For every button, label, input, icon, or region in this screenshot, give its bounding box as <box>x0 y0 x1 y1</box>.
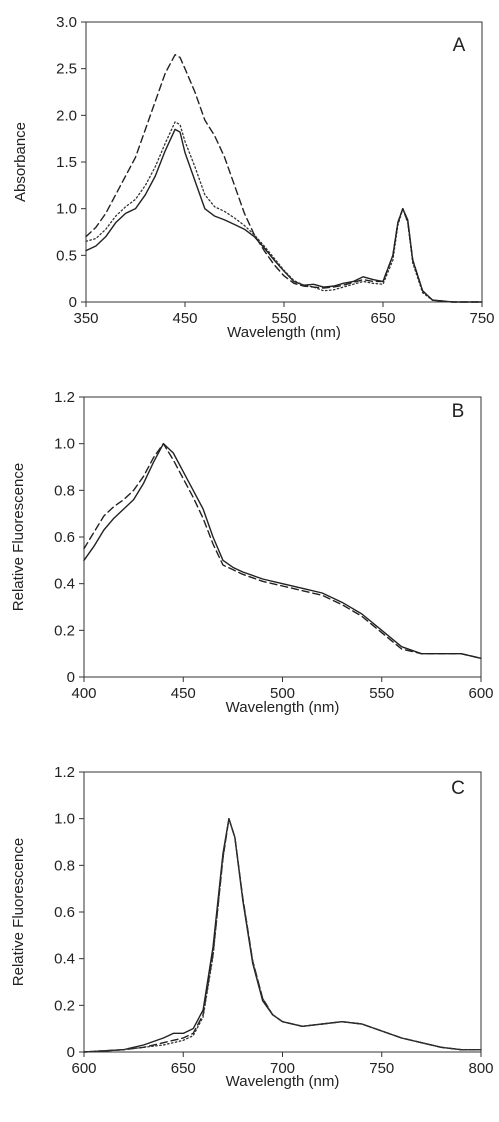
panel-letter: C <box>451 778 465 799</box>
x-tick-label: 600 <box>71 1060 96 1077</box>
x-tick-label: 400 <box>71 685 96 702</box>
x-tick-label: 450 <box>171 685 196 702</box>
panel-c: 600 650 700 750 800 0 0.2 0.4 0.6 0.8 1.0 1.2 Wavele… <box>10 764 494 1090</box>
y-tick-label: 2.0 <box>56 107 77 124</box>
y-tick-label: 0.8 <box>54 857 75 874</box>
x-axis-title: Wavelength (nm) <box>226 1073 340 1090</box>
y-tick-label: 0.2 <box>54 997 75 1014</box>
series-line-dotted <box>83 818 482 1053</box>
y-tick-label: 0.6 <box>54 904 75 921</box>
y-axis-title: Absorbance <box>12 122 29 202</box>
x-tick-label: 750 <box>369 1060 394 1077</box>
x-tick-label: 450 <box>172 310 197 327</box>
y-tick-label: 0.8 <box>54 482 75 499</box>
y-tick-label: 1.0 <box>54 811 75 828</box>
y-tick-label: 1.0 <box>54 436 75 453</box>
x-axis-title: Wavelength (nm) <box>226 699 340 716</box>
y-tick-label: 0 <box>69 294 77 311</box>
x-tick-label: 600 <box>468 685 493 702</box>
y-tick-label: 0 <box>67 669 75 686</box>
y-tick-label: 0 <box>67 1044 75 1061</box>
x-tick-label: 800 <box>468 1060 493 1077</box>
plot-frame <box>85 21 483 303</box>
series-line-dashed <box>83 817 482 1053</box>
y-tick-label: 1.2 <box>54 389 75 406</box>
x-tick-label: 350 <box>73 310 98 327</box>
panel-letter: A <box>453 35 466 56</box>
x-tick-label: 500 <box>270 685 295 702</box>
series-line-solid <box>83 817 482 1053</box>
x-tick-label: 550 <box>271 310 296 327</box>
x-axis-title: Wavelength (nm) <box>227 324 341 341</box>
x-tick-label: 750 <box>469 310 494 327</box>
series-line-dashed <box>85 53 483 303</box>
x-tick-label: 650 <box>171 1060 196 1077</box>
y-tick-label: 0.2 <box>54 622 75 639</box>
y-tick-label: 2.5 <box>56 61 77 78</box>
panel-a: 350 450 550 650 750 0 0.5 1.0 1.5 2.0 2.5 3.0 Wavele… <box>12 14 495 341</box>
y-axis-title: Relative Fluorescence <box>10 463 27 611</box>
y-tick-label: 1.0 <box>56 201 77 218</box>
x-tick-label: 650 <box>370 310 395 327</box>
y-tick-label: 0.4 <box>54 951 75 968</box>
panel-b: 400 450 500 550 600 0 0.2 0.4 0.6 0.8 1.0 1.2 Wavele… <box>10 389 494 716</box>
series-line-solid <box>83 442 482 660</box>
x-tick-label: 550 <box>369 685 394 702</box>
x-tick-label: 700 <box>270 1060 295 1077</box>
plot-frame <box>83 771 482 1053</box>
y-tick-label: 0.5 <box>56 247 77 264</box>
y-tick-label: 0.4 <box>54 576 75 593</box>
series-line-dashed <box>83 442 482 660</box>
plot-frame <box>83 396 482 678</box>
panel-letter: B <box>452 401 465 422</box>
y-tick-label: 1.5 <box>56 154 77 171</box>
y-tick-label: 0.6 <box>54 529 75 546</box>
y-axis-title: Relative Fluorescence <box>10 838 27 986</box>
y-tick-label: 3.0 <box>56 14 77 31</box>
y-tick-label: 1.2 <box>54 764 75 781</box>
